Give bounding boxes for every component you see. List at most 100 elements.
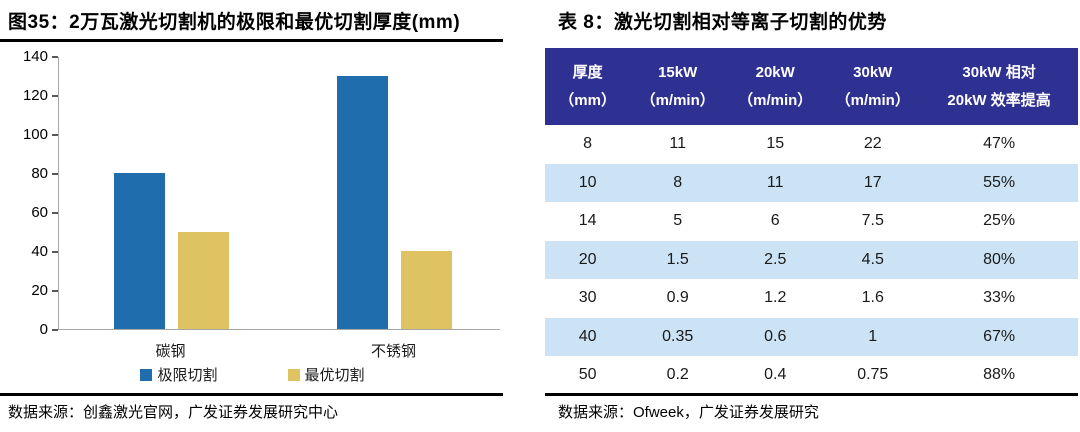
table-header: 厚度 （mm） 15kW （m/min） 20kW （m/min） 30kW （m/min） 3…	[545, 48, 1078, 125]
table-bottom-rule	[545, 393, 1078, 396]
x-axis-category-label: 不锈钢	[370, 343, 416, 360]
table-cell: 55%	[983, 173, 1016, 191]
table-cell: 2.5	[764, 250, 787, 268]
header-line2: （m/min）	[835, 91, 910, 109]
header-line2: 20kW 效率提高	[947, 91, 1051, 109]
table-cell: 14	[578, 212, 597, 230]
y-axis-tick	[52, 329, 58, 331]
table-row: 10 8 11 17 55%	[545, 163, 1078, 202]
bar-chart-plot	[52, 56, 500, 331]
bar-series0-group0	[114, 173, 165, 329]
y-axis-tick	[52, 173, 58, 175]
table-cell: 22	[863, 135, 882, 153]
legend-item-0: 极限切割	[140, 364, 218, 385]
table-cell: 20	[578, 250, 597, 268]
legend-swatch-icon	[287, 368, 300, 381]
chart-legend: 极限切割 最优切割	[0, 364, 505, 385]
y-axis-tick-label: 100	[22, 126, 48, 143]
header-line2: （mm）	[559, 91, 616, 109]
table-cell: 4.5	[861, 250, 884, 268]
table-cell: 10	[578, 173, 597, 191]
table-source-note: 数据来源：Ofweek，广发证券发展研究	[558, 404, 819, 421]
chart-title: 图35：2万瓦激光切割机的极限和最优切割厚度(mm)	[8, 12, 461, 33]
table-row: 8 11 15 22 47%	[545, 125, 1078, 164]
y-axis-tick-label: 120	[22, 87, 48, 104]
y-axis-tick	[52, 95, 58, 97]
table-cell: 0.75	[857, 366, 889, 384]
y-axis-tick-label: 20	[31, 282, 48, 299]
table-cell: 7.5	[861, 212, 884, 230]
header-line1: 30kW	[853, 63, 893, 81]
table-cell: 88%	[983, 366, 1016, 384]
table-row: 20 1.5 2.5 4.5 80%	[545, 240, 1078, 279]
table-cell: 1.2	[764, 289, 787, 307]
y-axis-tick	[52, 134, 58, 136]
y-axis-tick-label: 140	[22, 48, 48, 65]
legend-label: 最优切割	[304, 367, 365, 384]
table-header-cell: 20kW （m/min）	[725, 48, 826, 125]
table-cell: 0.35	[662, 327, 694, 345]
table-cell: 33%	[983, 289, 1016, 307]
chart-source-note: 数据来源：创鑫激光官网，广发证券发展研究中心	[8, 404, 339, 421]
table-cell: 40	[578, 327, 597, 345]
legend-swatch-icon	[140, 368, 153, 381]
y-axis-tick	[52, 56, 58, 58]
table-cell: 1.6	[861, 289, 884, 307]
chart-title-underline	[0, 39, 503, 42]
table-cell: 67%	[983, 327, 1016, 345]
table-cell: 8	[673, 173, 683, 191]
y-axis-tick-label: 80	[31, 165, 48, 182]
header-line1: 30kW 相对	[962, 63, 1036, 81]
x-axis-category-label: 碳钢	[155, 343, 186, 360]
table-cell: 47%	[983, 135, 1016, 153]
header-line2: （m/min）	[738, 91, 813, 109]
table-cell: 11	[669, 135, 686, 153]
bar-series0-group1	[337, 75, 388, 329]
table-row: 40 0.35 0.6 1 67%	[545, 317, 1078, 356]
table-cell: 5	[673, 212, 683, 230]
table-cell: 6	[770, 212, 780, 230]
bar-series1-group1	[401, 251, 452, 329]
bar-series1-group0	[178, 231, 229, 329]
table-cell: 30	[578, 289, 597, 307]
table-header-cell: 厚度 （mm）	[545, 48, 631, 125]
table-cell: 1.5	[666, 250, 689, 268]
comparison-table: 厚度 （mm） 15kW （m/min） 20kW （m/min） 30kW （m/min） 3…	[545, 48, 1078, 395]
table-title: 表 8：激光切割相对等离子切割的优势	[558, 12, 887, 33]
table-row: 50 0.2 0.4 0.75 88%	[545, 356, 1078, 395]
left-panel-bar-chart: 图35：2万瓦激光切割机的极限和最优切割厚度(mm) 极限切割 最优切割 数据来源…	[0, 0, 520, 432]
legend-label: 极限切割	[157, 367, 218, 384]
header-line1: 20kW	[755, 63, 795, 81]
table-cell: 0.9	[666, 289, 689, 307]
table-cell: 0.2	[666, 366, 689, 384]
table-row: 30 0.9 1.2 1.6 33%	[545, 279, 1078, 318]
comparison-table-wrap: 厚度 （mm） 15kW （m/min） 20kW （m/min） 30kW （m/min） 3…	[545, 48, 1078, 395]
table-cell: 0.4	[764, 366, 787, 384]
table-cell: 8	[583, 135, 593, 153]
table-cell: 17	[863, 173, 882, 191]
table-header-row: 厚度 （mm） 15kW （m/min） 20kW （m/min） 30kW （m/min） 3…	[545, 48, 1078, 125]
y-axis-tick-label: 0	[39, 321, 48, 338]
legend-item-1: 最优切割	[287, 364, 365, 385]
table-body: 8 11 15 22 47% 10 8 11 17 55% 14 5 6 7.5 25% 20 1.5 2.5 4.…	[545, 125, 1078, 395]
table-cell: 25%	[983, 212, 1016, 230]
table-cell: 15	[766, 135, 785, 153]
table-cell: 50	[578, 366, 597, 384]
table-header-cell: 30kW （m/min）	[825, 48, 921, 125]
y-axis-tick-label: 60	[31, 204, 48, 221]
chart-bottom-rule	[0, 393, 503, 396]
table-cell: 1	[868, 327, 878, 345]
header-line1: 厚度	[572, 63, 603, 81]
y-axis-tick	[52, 290, 58, 292]
table-header-cell: 15kW （m/min）	[630, 48, 726, 125]
table-cell: 0.6	[764, 327, 787, 345]
y-axis-tick-label: 40	[31, 243, 48, 260]
y-axis-tick	[52, 212, 58, 214]
header-line2: （m/min）	[640, 91, 715, 109]
table-row: 14 5 6 7.5 25%	[545, 202, 1078, 241]
table-header-cell: 30kW 相对 20kW 效率提高	[920, 48, 1078, 125]
header-line1: 15kW	[658, 63, 698, 81]
y-axis-tick	[52, 251, 58, 253]
table-cell: 11	[766, 173, 784, 191]
